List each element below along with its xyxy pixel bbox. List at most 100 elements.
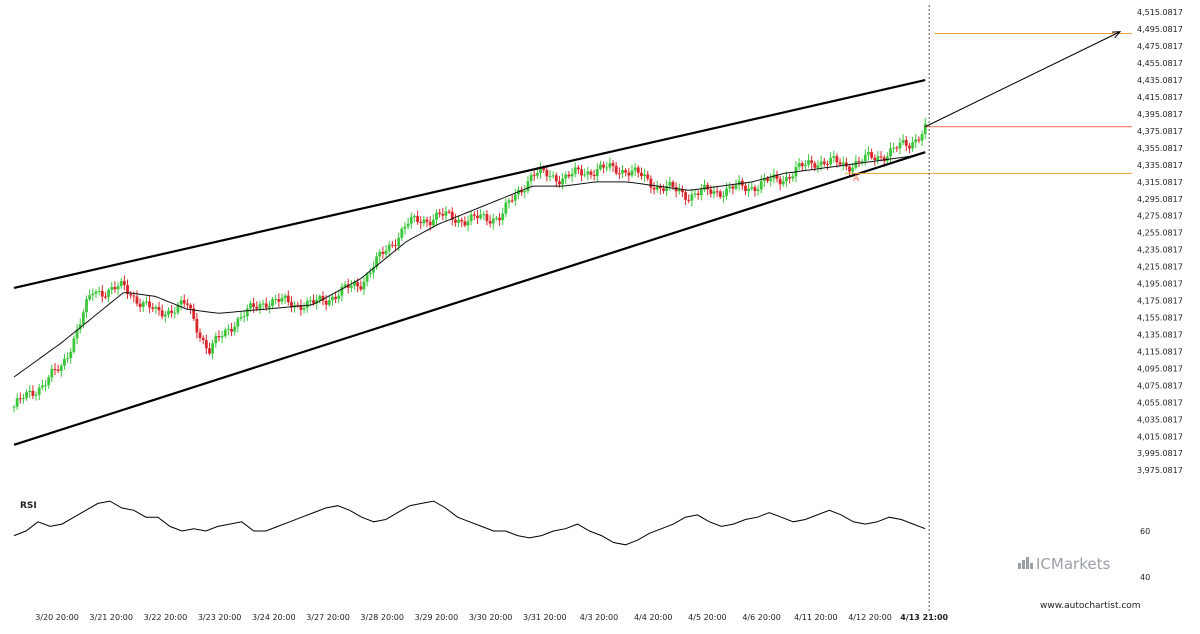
candle-body [343, 284, 347, 287]
x-tick-label: 4/11 20:00 [794, 613, 838, 622]
candle-body [854, 161, 858, 168]
candle-body [501, 213, 505, 221]
candle-body [129, 294, 133, 296]
y-tick-label: 4,355.0817 [1137, 144, 1183, 153]
rsi-level-label: 40 [1140, 573, 1150, 582]
candle-body [627, 172, 631, 176]
candle-body [917, 139, 921, 141]
candle-body [277, 299, 281, 302]
candle-body [368, 272, 372, 275]
candle-body [851, 167, 855, 172]
candle-body [744, 185, 747, 192]
candle-body [857, 161, 861, 163]
candle-body [413, 215, 416, 218]
candle-body [785, 177, 788, 182]
candle-body [31, 390, 35, 396]
candle-body [22, 398, 25, 400]
candle-body [788, 177, 792, 179]
candle-body [807, 160, 810, 165]
candle-body [63, 358, 66, 366]
candle-body [611, 163, 615, 166]
candle-body [753, 187, 757, 192]
candle-body [769, 178, 773, 181]
y-tick-label: 4,295.0817 [1137, 195, 1183, 204]
candle-body [476, 215, 479, 219]
candle-body [652, 187, 656, 190]
point-label: A [853, 174, 860, 184]
candle-body [69, 351, 73, 359]
candle-body [529, 174, 533, 182]
candle-body [53, 368, 57, 370]
candle-body [264, 303, 268, 308]
y-tick-label: 4,375.0817 [1137, 127, 1183, 136]
candle-body [892, 147, 896, 149]
candle-body [299, 305, 303, 310]
candle-body [766, 178, 769, 181]
y-tick-label: 3,995.0817 [1137, 449, 1183, 458]
candle-body [331, 296, 334, 301]
candle-body [223, 329, 227, 337]
candle-body [394, 245, 397, 247]
candle-body [233, 326, 237, 332]
y-tick-label: 4,015.0817 [1137, 432, 1183, 441]
candle-body [778, 178, 782, 185]
candle-body [110, 287, 114, 290]
rsi-line [13, 500, 926, 546]
candle-body [435, 212, 438, 220]
candle-body [498, 217, 501, 221]
candle-body [88, 295, 92, 300]
candle-body [113, 287, 117, 290]
candle-body [145, 301, 148, 303]
axes: 4,515.0817 4,495.0817 4,475.0817 4,455.0817… [35, 5, 1183, 622]
y-tick-label: 4,515.0817 [1137, 8, 1183, 17]
x-tick-label: 3/27 20:00 [306, 613, 350, 622]
candle-body [507, 200, 511, 203]
candle-body [119, 281, 123, 287]
candle-body [78, 324, 82, 330]
candle-body [245, 308, 249, 317]
candle-body [198, 332, 202, 338]
candle-body [687, 199, 691, 201]
channel-lower-line [13, 151, 926, 446]
candle-body [217, 336, 221, 338]
candle-body [655, 186, 659, 190]
candle-body [353, 282, 356, 286]
candle-body [157, 307, 161, 311]
candle-body [258, 304, 262, 309]
x-tick-label: 4/6 20:00 [742, 613, 780, 622]
y-tick-label: 3,975.0817 [1137, 466, 1183, 475]
candle-body [305, 300, 309, 309]
candle-body [703, 184, 706, 190]
candle-body [722, 195, 725, 197]
candle-body [239, 316, 243, 319]
x-tick-label: 3/21 20:00 [89, 613, 133, 622]
candle-body [337, 295, 341, 299]
candle-body [384, 250, 388, 254]
candle-body [472, 214, 476, 216]
candle-body [28, 390, 32, 393]
candle-body [797, 163, 801, 168]
candle-body [876, 156, 880, 161]
candle-body [44, 385, 47, 387]
candle-body [706, 184, 710, 190]
candle-body [201, 337, 205, 340]
x-tick-label: 4/13 21:00 [900, 613, 948, 622]
candle-body [271, 299, 274, 306]
x-tick-label: 3/23 20:00 [198, 613, 242, 622]
candle-body [860, 161, 864, 163]
x-tick-label: 3/22 20:00 [144, 613, 188, 622]
candle-body [800, 163, 804, 167]
candle-body [756, 189, 760, 192]
y-tick-label: 4,495.0817 [1137, 25, 1183, 34]
candle-body [91, 293, 95, 296]
candle-body [911, 142, 914, 149]
candle-body [50, 368, 54, 378]
candle-body [763, 178, 766, 182]
candle-body [195, 318, 199, 333]
candle-body [684, 192, 687, 200]
candle-body [605, 167, 609, 169]
candle-body [535, 172, 539, 176]
y-tick-label: 4,335.0817 [1137, 161, 1183, 170]
candle-body [504, 202, 508, 214]
